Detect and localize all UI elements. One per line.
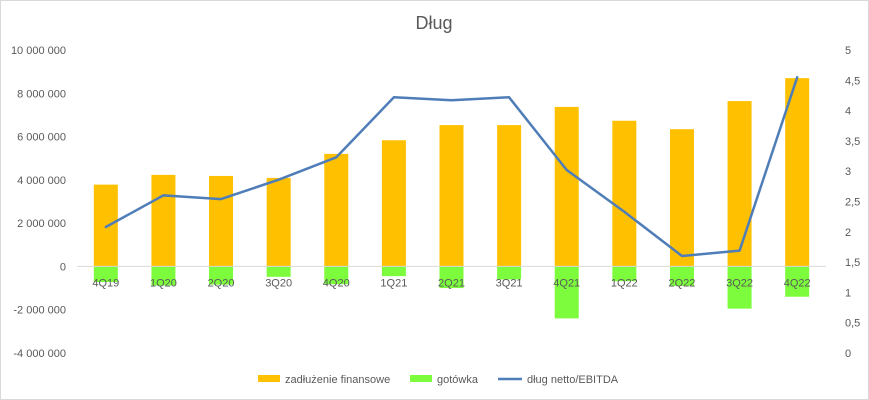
right-tick-label: 4,5 [845,75,860,87]
bar-debt-4Q19 [93,184,118,267]
bar-debt-2Q20 [209,175,234,267]
bar-debt-4Q22 [785,78,810,267]
bar-cash-1Q21 [381,266,406,277]
bar-cash-2Q20 [209,266,234,285]
bar-cash-1Q22 [612,266,637,282]
category-label: 4Q20 [323,277,350,289]
category-label: 3Q20 [265,277,292,289]
bar-cash-4Q19 [93,266,118,283]
right-tick-label: 2 [845,227,851,239]
category-labels: 4Q19 1Q20 2Q20 3Q20 4Q20 1Q21 2Q21 3Q21 4Q21 1Q22… [92,277,810,289]
left-tick-label: -2 000 000 [13,305,66,317]
bar-debt-3Q22 [727,101,752,267]
point-ratio-4Q19 [105,226,107,228]
series-cash-bars [93,266,810,319]
bar-debt-2Q21 [439,125,464,267]
legend-item: gotówka [410,374,479,386]
point-ratio-1Q21 [393,96,395,98]
left-tick-label: -4 000 000 [13,348,66,360]
category-label: 2Q20 [208,277,235,289]
right-tick-label: 2,5 [845,197,860,209]
category-label: 3Q22 [726,277,753,289]
left-tick-label: 0 [60,261,66,273]
legend: zadłużenie finansowe gotówka dług netto/EB… [258,374,619,386]
right-tick-label: 5 [845,45,851,57]
category-label: 4Q22 [784,277,811,289]
point-ratio-4Q22 [796,76,798,78]
point-ratio-1Q20 [162,194,164,196]
bar-debt-4Q21 [554,106,579,267]
left-tick-label: 10 000 000 [11,45,66,57]
left-tick-label: 4 000 000 [17,175,66,187]
legend-label: zadłużenie finansowe [285,374,390,386]
left-tick-label: 8 000 000 [17,88,66,100]
point-ratio-3Q20 [278,179,280,181]
point-ratio-3Q22 [739,250,741,252]
point-ratio-2Q22 [681,255,683,257]
legend-item: zadłużenie finansowe [258,374,390,386]
category-label: 2Q22 [669,277,696,289]
point-ratio-1Q22 [623,211,625,213]
right-tick-label: 3 [845,166,851,178]
category-label: 3Q21 [496,277,523,289]
right-tick-label: 0,5 [845,318,860,330]
bar-debt-1Q22 [612,120,637,267]
point-ratio-2Q20 [220,198,222,200]
bar-debt-1Q20 [151,174,176,267]
category-label: 1Q21 [380,277,407,289]
right-tick-label: 1,5 [845,257,860,269]
category-label: 4Q19 [92,277,119,289]
point-ratio-4Q21 [566,169,568,171]
point-ratio-2Q21 [451,99,452,101]
bar-cash-4Q20 [324,266,349,285]
left-tick-label: 2 000 000 [17,218,66,230]
bar-cash-3Q21 [497,266,522,280]
category-label: 1Q22 [611,277,638,289]
bar-debt-4Q20 [324,153,349,267]
category-label: 4Q21 [553,277,580,289]
point-ratio-3Q21 [508,96,510,98]
right-tick-label: 4 [845,106,851,118]
legend-label: dług netto/EBITDA [527,374,619,386]
bar-cash-2Q21 [439,266,464,289]
bar-cash-3Q20 [266,266,291,277]
bar-cash-4Q22 [785,266,810,297]
left-tick-label: 6 000 000 [17,132,66,144]
bar-debt-3Q21 [497,125,522,267]
series-ratio-line [104,76,799,258]
right-tick-label: 3,5 [845,136,860,148]
bar-cash-3Q22 [727,266,752,309]
legend-item: dług netto/EBITDA [498,374,619,386]
bar-cash-1Q20 [151,266,176,286]
legend-label: gotówka [437,374,479,386]
bar-debt-2Q22 [669,129,694,267]
point-ratio-4Q20 [335,156,337,158]
category-label: 1Q20 [150,277,177,289]
left-axis: -4 000 000 -2 000 000 0 2 000 000 4 000 000 6… [11,45,66,360]
bar-debt-3Q20 [266,177,291,267]
chart-title: Dług [415,13,452,33]
bar-cash-4Q21 [554,266,579,319]
right-axis: 0 0,5 1 1,5 2 2,5 3 3,5 4 4,5 5 [845,45,860,360]
legend-swatch [258,375,280,382]
right-tick-label: 0 [845,348,851,360]
bar-debt-1Q21 [381,140,406,267]
series-debt-bars [93,78,810,267]
legend-swatch [410,375,432,382]
category-label: 2Q21 [438,277,465,289]
bar-cash-2Q22 [669,266,694,286]
right-tick-label: 1 [845,287,851,299]
